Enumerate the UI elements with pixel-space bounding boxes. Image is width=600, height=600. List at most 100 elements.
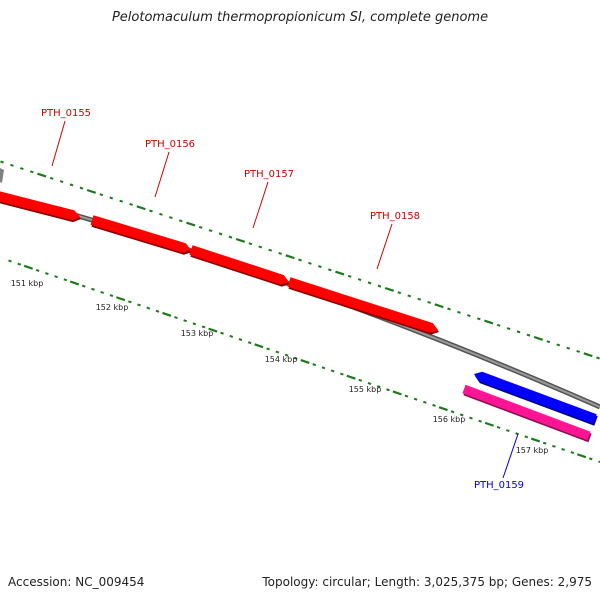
outer-minor-tick — [0, 160, 4, 164]
outer-major-tick — [335, 270, 345, 276]
outer-minor-tick — [149, 209, 153, 213]
outer-major-tick — [583, 352, 593, 358]
inner-minor-tick — [386, 388, 390, 392]
outer-major-tick — [434, 303, 444, 309]
outer-minor-tick — [476, 317, 481, 321]
outer-minor-tick — [268, 248, 273, 252]
outer-major-tick — [235, 237, 246, 243]
gene-pth-0159[interactable] — [474, 371, 597, 424]
outer-minor-tick — [278, 252, 282, 255]
inner-minor-tick — [450, 410, 455, 414]
outer-minor-tick — [447, 307, 451, 311]
outer-minor-tick — [169, 216, 173, 219]
outer-minor-tick — [29, 170, 34, 174]
leader-line-pth-0158 — [376, 223, 393, 270]
inner-minor-tick — [496, 425, 501, 429]
gene-label-pth-0159[interactable]: PTH_0159 — [474, 480, 524, 491]
gene-pth-0157[interactable] — [189, 245, 289, 285]
outer-minor-tick — [347, 274, 352, 278]
inner-minor-tick — [376, 385, 381, 389]
inner-minor-tick — [598, 460, 600, 464]
outer-minor-tick — [417, 297, 422, 301]
inner-minor-tick — [340, 372, 344, 376]
inner-major-tick — [300, 359, 310, 364]
inner-minor-tick — [524, 435, 529, 439]
inner-minor-tick — [35, 268, 40, 272]
inner-minor-tick — [588, 457, 593, 461]
genome-summary: Topology: circular; Length: 3,025,375 bp… — [262, 575, 592, 589]
inner-minor-tick — [358, 378, 363, 382]
outer-minor-tick — [218, 232, 223, 236]
outer-minor-tick — [377, 284, 382, 288]
rna-feature[interactable] — [462, 384, 591, 441]
outer-minor-tick — [59, 180, 64, 184]
outer-minor-tick — [516, 330, 521, 334]
outer-major-tick — [136, 205, 146, 211]
inner-minor-tick — [201, 325, 206, 329]
outer-minor-tick — [49, 176, 54, 180]
outer-major-tick — [533, 335, 544, 341]
inner-major-tick — [208, 327, 218, 333]
outer-major-tick — [384, 286, 395, 292]
inner-minor-tick — [552, 444, 556, 448]
gene-pth-0155[interactable] — [0, 190, 80, 221]
outer-minor-tick — [576, 350, 580, 353]
gene-labels: PTH_0155 PTH_0156 PTH_0157 PTH_0158 PTH_0159 — [41, 108, 524, 491]
inner-minor-tick — [284, 353, 289, 357]
outer-minor-tick — [159, 212, 163, 216]
backbone-highlight — [0, 193, 600, 408]
outer-minor-tick — [397, 291, 402, 295]
gene-label-pth-0155[interactable]: PTH_0155 — [41, 108, 91, 119]
inner-major-tick — [438, 406, 448, 412]
inner-minor-tick — [137, 303, 141, 307]
outer-minor-tick — [427, 301, 431, 304]
inner-major-tick — [576, 453, 587, 459]
inner-minor-tick — [505, 429, 510, 433]
outer-minor-tick — [198, 225, 203, 229]
inner-minor-tick — [81, 284, 86, 288]
scale-label: 151 kbp — [11, 279, 44, 288]
gene-pth-0156[interactable] — [90, 215, 192, 253]
inner-minor-tick — [404, 394, 409, 398]
outer-major-tick — [285, 254, 295, 260]
outer-minor-tick — [467, 314, 471, 317]
outer-major-tick — [186, 221, 196, 227]
gene-label-pth-0156[interactable]: PTH_0156 — [145, 139, 195, 150]
leader-line-pth-0159 — [502, 433, 519, 479]
scale-labels: 151 kbp 152 kbp 153 kbp 154 kbp 155 kbp 156 k… — [11, 279, 549, 455]
outer-minor-tick — [298, 258, 302, 262]
inner-major-tick — [346, 374, 356, 380]
inner-minor-tick — [174, 316, 178, 319]
inner-minor-tick — [192, 322, 197, 326]
scale-label: 152 kbp — [96, 303, 129, 312]
outer-minor-tick — [566, 346, 571, 350]
inner-minor-tick — [128, 300, 132, 304]
inner-minor-tick — [238, 338, 243, 341]
outer-minor-tick — [10, 163, 14, 167]
inner-minor-tick — [542, 441, 547, 445]
outer-minor-tick — [228, 235, 233, 239]
gene-label-pth-0158[interactable]: PTH_0158 — [370, 211, 420, 222]
outer-major-tick — [37, 172, 47, 178]
accession-label: Accession: NC_009454 — [8, 575, 145, 589]
map-title: Pelotomaculum thermopropionicum SI, comp… — [111, 10, 489, 25]
inner-major-tick — [69, 280, 80, 286]
inner-major-tick — [484, 421, 494, 427]
scale-label: 153 kbp — [181, 329, 214, 338]
inner-major-tick — [162, 311, 172, 317]
outer-minor-tick — [79, 186, 84, 190]
inner-minor-tick — [293, 356, 298, 360]
inner-minor-tick — [478, 419, 482, 423]
inner-major-tick — [254, 343, 264, 349]
gene-label-pth-0157[interactable]: PTH_0157 — [244, 169, 294, 180]
inner-minor-tick — [330, 369, 335, 373]
inner-minor-tick — [321, 366, 326, 370]
outer-minor-tick — [496, 323, 501, 327]
gene-pth-0158[interactable] — [287, 277, 439, 333]
inner-minor-tick — [266, 347, 270, 351]
partial-feature — [0, 168, 4, 183]
inner-major-tick — [530, 437, 541, 443]
outer-minor-tick — [178, 219, 183, 223]
scale-label: 155 kbp — [349, 385, 382, 394]
inner-minor-tick — [45, 272, 49, 276]
